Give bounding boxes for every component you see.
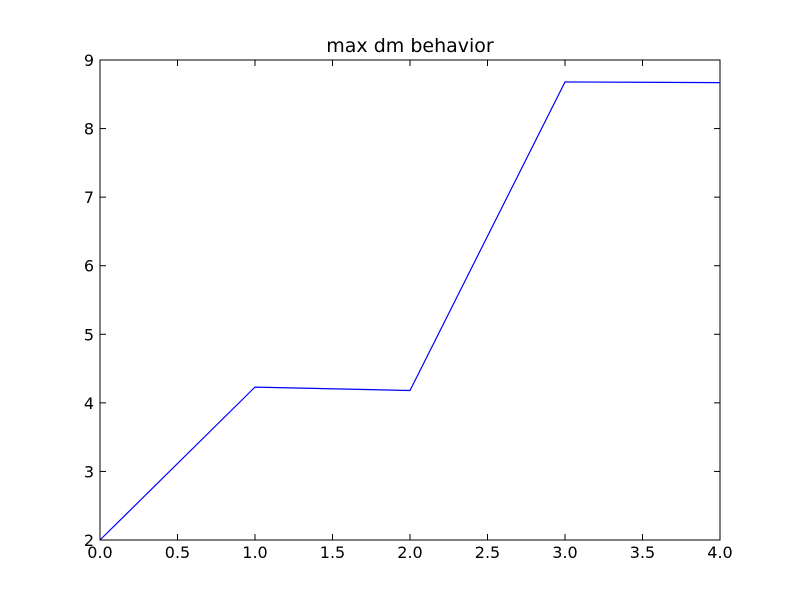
x-tick-label: 0.0	[87, 543, 112, 562]
x-tick-label: 4.0	[707, 543, 732, 562]
x-tick-label: 3.5	[630, 543, 655, 562]
y-tick-label: 3	[84, 462, 94, 481]
y-tick-label: 8	[84, 120, 94, 139]
y-tick-label: 4	[84, 394, 94, 413]
x-tick-label: 1.0	[242, 543, 267, 562]
y-tick-label: 7	[84, 188, 94, 207]
plot-area	[100, 60, 720, 540]
x-tick-label: 2.0	[397, 543, 422, 562]
x-tick-label: 1.5	[320, 543, 345, 562]
x-tick-label: 3.0	[552, 543, 577, 562]
y-tick-label: 6	[84, 257, 94, 276]
plot-frame	[99, 59, 721, 541]
labels-layer: 0.0 0.5 1.0 1.5 2.0 2.5 3.0 3.5 4.0 2 3 4 5 6 7 8 9	[84, 51, 733, 562]
y-tick-label: 5	[84, 325, 94, 344]
series-layer	[99, 81, 721, 541]
x-tick-label: 2.5	[475, 543, 500, 562]
y-tick-label: 9	[84, 51, 94, 70]
series-line	[99, 81, 721, 541]
chart-title: max dm behavior	[326, 35, 494, 57]
x-tick-label: 0.5	[165, 543, 190, 562]
y-tick-label: 2	[84, 531, 94, 550]
